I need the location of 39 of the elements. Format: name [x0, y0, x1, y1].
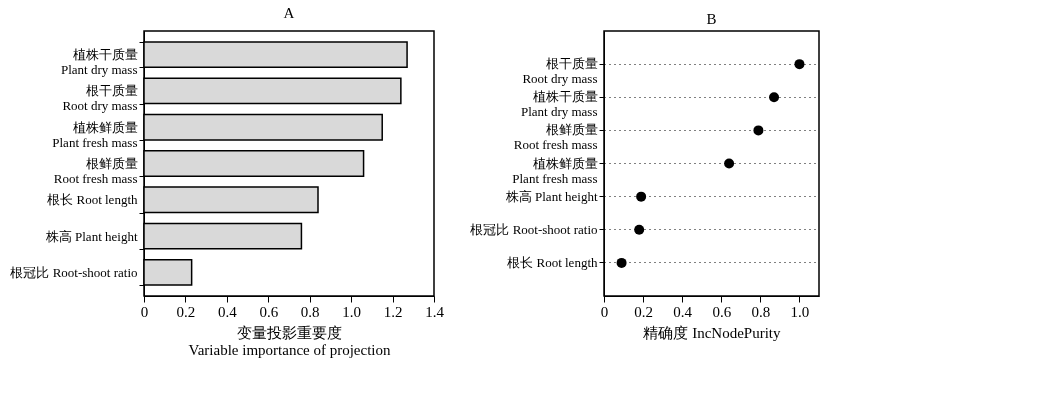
point [636, 191, 647, 202]
x-tick-label: 0.4 [673, 303, 693, 320]
x-axis-title: 变量投影重要度 Variable importance of projection [188, 324, 391, 358]
y-tick-label: 植株鲜质量 Plant fresh mass [52, 119, 138, 150]
x-axis-title: 精确度 IncNodePurity [643, 324, 782, 341]
x-tick-label: 0.6 [712, 303, 732, 320]
y-tick-label: 植株干质量 Plant dry mass [60, 47, 138, 78]
y-tick-label: 根冠比 Root-shoot ratio [10, 264, 138, 280]
x-tick-label: 0 [140, 303, 149, 320]
x-tick-label: 0.6 [259, 303, 279, 320]
x-tick-label: 0.8 [300, 303, 320, 320]
y-tick-label: 植株干质量 Plant dry mass [520, 89, 598, 120]
y-tick-label: 根鲜质量 Root fresh mass [53, 156, 138, 186]
point [724, 158, 735, 169]
x-tick-label: 1.2 [383, 303, 403, 320]
y-tick-label: 根长 Root length [507, 254, 598, 270]
x-tick-label: 0.2 [634, 303, 653, 320]
y-tick-label: 根长 Root length [47, 192, 138, 208]
y-tick-label: 根冠比 Root-shoot ratio [470, 221, 598, 237]
y-tick-label: 根干质量 Root dry mass [522, 56, 598, 87]
y-tick-label: 根干质量 Root dry mass [62, 83, 138, 114]
y-tick-label: 株高 Plant height [504, 188, 598, 204]
chart-title: B [706, 11, 717, 27]
x-tick-label: 0.2 [176, 303, 196, 320]
x-tick-label: 0.8 [751, 303, 771, 320]
x-tick-label: 1.0 [790, 303, 810, 320]
x-tick-label: 0.4 [217, 303, 238, 320]
x-tick-label: 0 [600, 303, 609, 320]
x-tick-label: 1.0 [342, 303, 362, 320]
y-tick-label: 根鲜质量 Root fresh mass [513, 122, 598, 153]
x-tick-label: 1.4 [425, 303, 445, 320]
y-tick-label: 植株鲜质量 Plant fresh mass [512, 155, 598, 186]
point [634, 224, 645, 235]
chart-title: A [283, 5, 295, 21]
point [769, 92, 780, 103]
point [753, 125, 764, 136]
point [616, 257, 627, 268]
point [794, 59, 805, 70]
y-tick-label: 株高 Plant height [44, 228, 138, 244]
